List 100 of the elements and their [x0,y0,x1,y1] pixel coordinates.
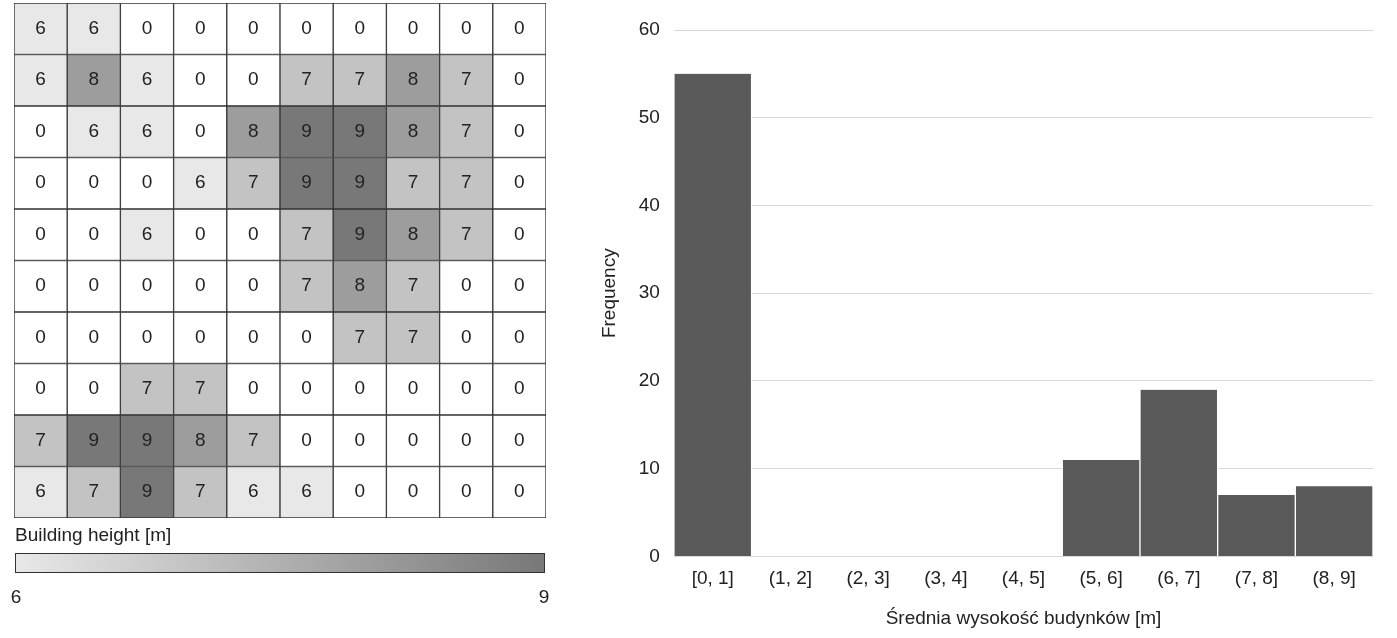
text: 0 [88,171,100,193]
x-tick-label: (1, 2] [768,567,813,589]
data-label: 7 [301,222,312,244]
data-label: 9 [141,428,153,450]
data-label: 6 [35,480,46,502]
y-tick-label: 30 [638,281,660,303]
data-label: 6 [88,16,100,38]
text: 0 [194,325,206,347]
text: 0 [35,171,46,193]
data-label: 7 [407,171,419,193]
data-label: 9 [354,222,366,244]
y-axis-title: Frequency [597,247,619,339]
data-label: 9 [88,428,100,450]
text: 0 [248,377,259,399]
y-tick-label: 50 [638,105,660,127]
text: 0 [194,68,206,90]
text: 0 [514,325,525,347]
y-tick-label: 20 [638,369,660,391]
data-label: 7 [354,325,366,347]
x-tick-label: (7, 8] [1234,567,1279,589]
data-label: 8 [407,119,419,141]
data-label: 7 [248,428,259,450]
data-label: 8 [407,68,419,90]
data-label: 6 [141,222,153,244]
data-label: 7 [194,377,206,399]
text: 0 [248,222,259,244]
color-bar-label: 9 [538,586,550,608]
text: 0 [141,325,153,347]
x-tick-label: (2, 3] [846,567,890,589]
text: 0 [35,119,46,141]
text: 0 [35,325,46,347]
text: 0 [514,274,525,296]
color-bar-label: 6 [10,586,22,608]
text: 0 [141,16,153,38]
data-label: 7 [141,377,153,399]
y-tick-label: 0 [649,544,660,566]
data-label: 6 [194,171,206,193]
data-label: 8 [248,119,259,141]
text: 0 [514,68,525,90]
text: 0 [301,377,312,399]
text: 0 [248,325,259,347]
text: 0 [35,222,46,244]
text: 0 [88,274,100,296]
data-label: 7 [407,274,419,296]
data-label: 6 [35,68,46,90]
text: 0 [248,274,259,296]
x-tick-label: (6, 7] [1157,567,1201,589]
data-label: 6 [301,480,312,502]
text: 0 [354,16,366,38]
text: 0 [460,325,472,347]
text: 0 [88,222,100,244]
text: 0 [407,480,419,502]
data-label: 7 [35,428,46,450]
data-label: 7 [460,119,472,141]
data-label: 7 [301,68,312,90]
text: 0 [194,16,206,38]
y-tick-label: 40 [638,193,660,215]
data-label: 6 [248,480,259,502]
text: 0 [460,16,472,38]
text: 0 [88,377,100,399]
text: 0 [514,428,525,450]
data-label: 6 [141,119,153,141]
data-label: 8 [354,274,366,296]
text: 0 [514,377,525,399]
color-bar-title: Building height [m] [15,524,172,546]
text: 0 [407,428,419,450]
data-label: 8 [194,428,206,450]
text: 0 [514,119,525,141]
text: 0 [35,274,46,296]
data-label: 7 [301,274,312,296]
data-label: 6 [141,68,153,90]
x-tick-label: (3, 4] [924,567,968,589]
data-label: 7 [88,480,100,502]
text: 0 [248,16,259,38]
text: 0 [407,377,419,399]
text: 0 [354,377,366,399]
text: 0 [248,68,259,90]
text: 0 [88,325,100,347]
x-tick-label: (5, 6] [1079,567,1123,589]
x-tick-label: (4, 5] [1001,567,1046,589]
data-label: 9 [301,171,312,193]
text: 0 [354,428,366,450]
x-tick-label: (8, 9] [1312,567,1356,589]
text: 0 [354,480,366,502]
text: 0 [460,428,472,450]
data-label: 8 [407,222,419,244]
text: 0 [301,428,312,450]
data-label: 6 [35,16,46,38]
data-label: 7 [354,68,366,90]
text: 0 [460,377,472,399]
x-tick-label: [0, 1] [691,567,734,589]
text: 0 [301,325,312,347]
text: 0 [194,119,206,141]
text: 0 [194,274,206,296]
data-label: 7 [194,480,206,502]
text: 0 [141,171,153,193]
text: 0 [35,377,46,399]
data-label: 7 [460,171,472,193]
data-label: 9 [354,119,366,141]
text: 0 [460,274,472,296]
